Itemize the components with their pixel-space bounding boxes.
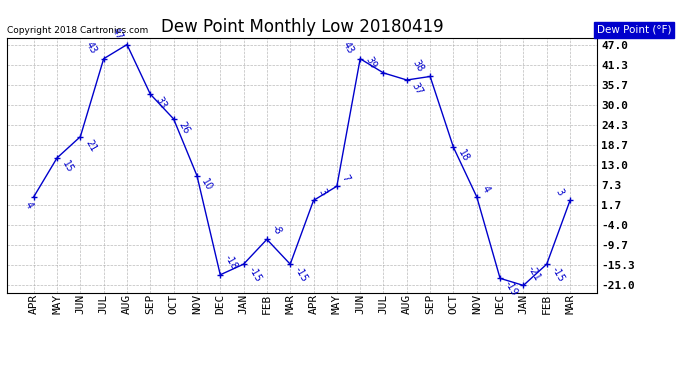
Text: Copyright 2018 Cartronics.com: Copyright 2018 Cartronics.com [7,26,148,35]
Text: 43: 43 [341,40,355,56]
Text: -15: -15 [549,265,566,284]
Text: 21: 21 [83,138,98,153]
Title: Dew Point Monthly Low 20180419: Dew Point Monthly Low 20180419 [161,18,443,36]
Text: 37: 37 [410,81,424,97]
Text: -8: -8 [270,223,283,237]
Text: 39: 39 [364,54,379,70]
Text: -19: -19 [503,279,520,298]
Text: 38: 38 [411,58,426,74]
Text: Dew Point (°F): Dew Point (°F) [597,25,671,35]
Text: 26: 26 [177,120,191,136]
Text: 3: 3 [553,188,565,198]
Text: 4: 4 [23,201,34,211]
Text: -21: -21 [526,264,543,283]
Text: 10: 10 [199,177,215,192]
Text: 33: 33 [153,95,168,111]
Text: 18: 18 [456,148,471,164]
Text: 3: 3 [316,188,328,198]
Text: 43: 43 [84,40,99,56]
Text: 47: 47 [110,26,125,42]
Text: -15: -15 [246,265,263,284]
Text: 15: 15 [60,159,75,175]
Text: -18: -18 [223,254,239,272]
Text: -15: -15 [293,265,310,284]
Text: 4: 4 [480,184,491,194]
Text: 7: 7 [339,173,351,183]
